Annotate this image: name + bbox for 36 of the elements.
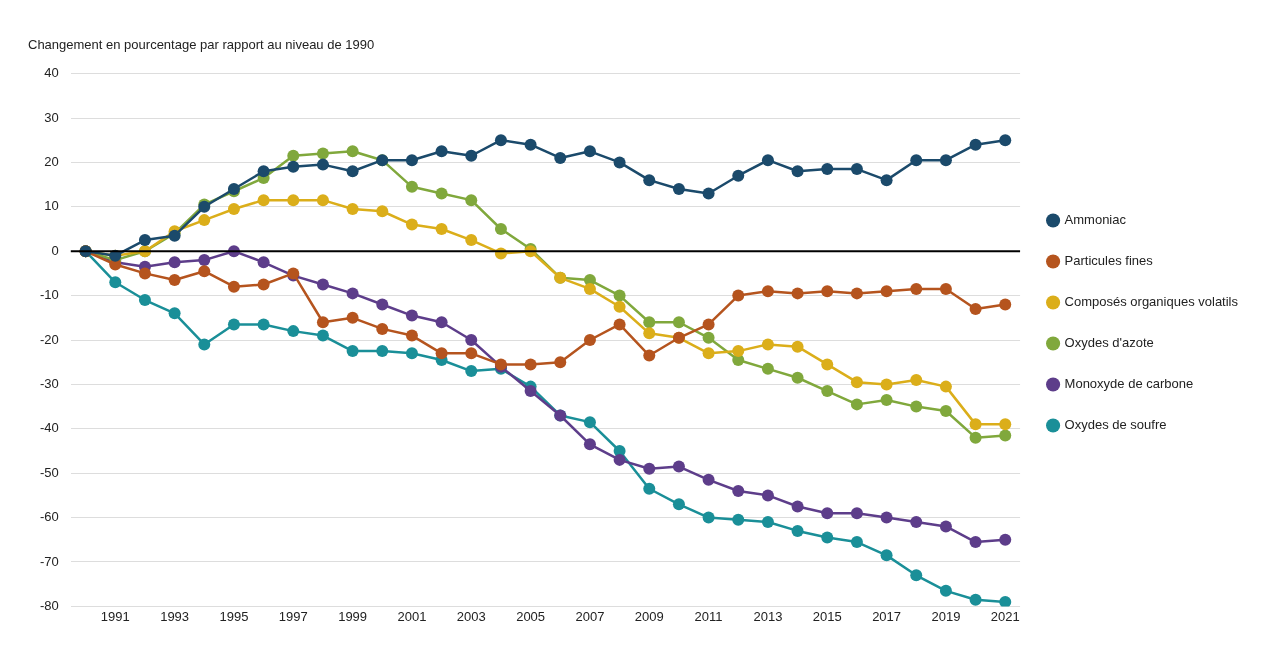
x-tick-label: 1997: [278, 608, 308, 624]
x-tick-label: 2019: [931, 608, 961, 624]
x-tick-label: 2009: [634, 608, 664, 624]
x-tick-label: 2021: [990, 608, 1020, 624]
legend-label: Oxydes d'azote: [1064, 335, 1154, 351]
x-tick-label: 2001: [397, 608, 427, 624]
x-tick-label: 2013: [753, 608, 783, 624]
legend-label: Monoxyde de carbone: [1064, 376, 1194, 392]
legend-label: Ammoniac: [1064, 212, 1127, 228]
y-tick-label: 30: [44, 109, 59, 125]
x-tick-label: 2017: [872, 608, 902, 624]
y-tick-label: 40: [44, 65, 59, 81]
y-tick-label: -40: [39, 420, 59, 436]
x-tick-label: 2005: [516, 608, 546, 624]
x-tick-label: 2007: [575, 608, 605, 624]
y-tick-label: 10: [44, 198, 59, 214]
x-tick-label: 2003: [456, 608, 486, 624]
y-tick-label: -30: [39, 375, 59, 391]
legend-label: Composés organiques volatils: [1064, 294, 1239, 310]
y-tick-label: -10: [39, 287, 59, 303]
legend-label: Oxydes de soufre: [1064, 417, 1167, 433]
x-tick-label: 1995: [219, 608, 249, 624]
y-tick-label: -80: [39, 597, 59, 613]
x-tick-label: 1999: [338, 608, 368, 624]
y-tick-label: -20: [39, 331, 59, 347]
x-tick-label: 1993: [160, 608, 190, 624]
y-tick-label: 0: [51, 242, 59, 258]
y-axis-title: Changement en pourcentage par rapport au niveau de 1990: [28, 37, 375, 53]
x-tick-label: 2015: [812, 608, 842, 624]
y-tick-label: -70: [39, 553, 59, 569]
x-tick-label: 2011: [694, 608, 723, 624]
x-tick-label: 1991: [100, 608, 130, 624]
y-tick-label: 20: [44, 153, 59, 169]
y-tick-label: -60: [39, 509, 59, 525]
y-tick-label: -50: [39, 464, 59, 480]
legend-label: Particules fines: [1064, 253, 1154, 269]
